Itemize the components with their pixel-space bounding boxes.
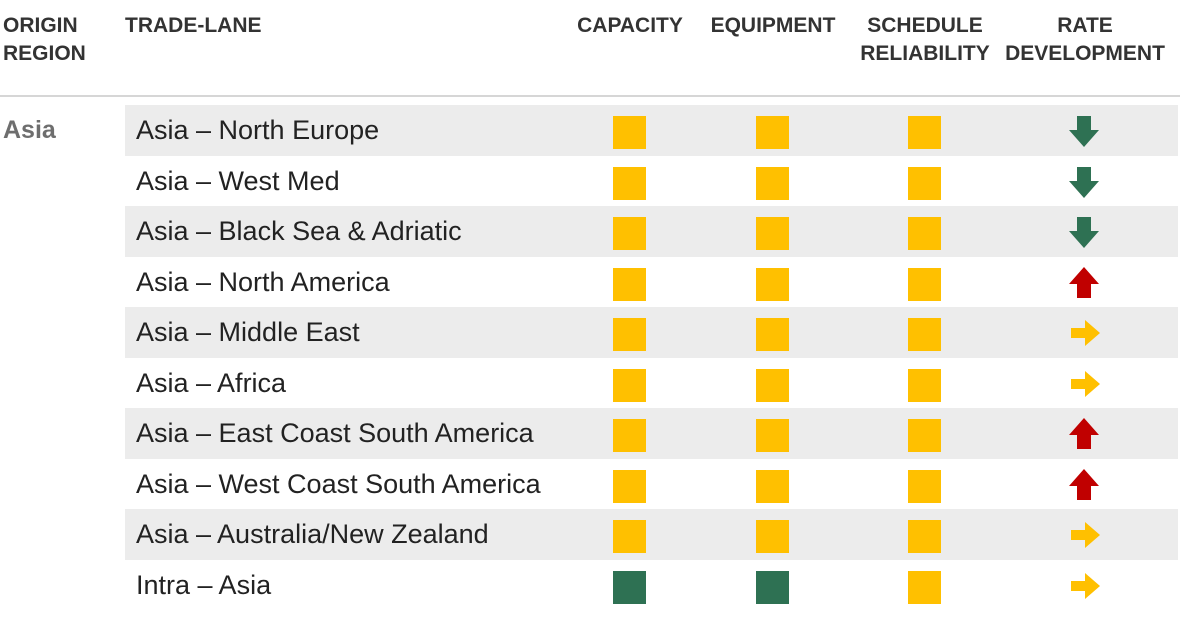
header-schedule-reliability: SCHEDULE RELIABILITY <box>840 12 1010 68</box>
arrow-down-icon <box>1069 116 1099 147</box>
region-label: Asia <box>3 116 56 144</box>
equipment-status-square <box>756 570 789 604</box>
schedule-reliability-status-square <box>908 570 941 604</box>
capacity-status-square <box>613 469 646 503</box>
capacity-status-square <box>613 267 646 301</box>
trade-lane-label: Asia – West Med <box>136 165 340 196</box>
table-row: Asia – Middle East <box>125 307 1178 358</box>
equipment-status-square <box>756 217 789 250</box>
trade-lane-label: Asia – Africa <box>136 367 287 398</box>
header-equipment: EQUIPMENT <box>710 14 836 37</box>
schedule-reliability-status-square <box>908 217 941 250</box>
equipment-status-square <box>756 116 789 149</box>
equipment-status-square <box>756 166 789 200</box>
arrow-right-icon <box>1071 320 1100 346</box>
arrow-down-icon <box>1069 166 1099 198</box>
equipment-status-square <box>756 267 789 301</box>
header-rate-development: RATE DEVELOPMENT <box>1000 12 1170 68</box>
header-schedule-line2: RELIABILITY <box>860 42 990 65</box>
table-row: Asia – North America <box>125 257 1178 308</box>
table-row: Asia – West Coast South America <box>125 459 1178 510</box>
arrow-up-icon <box>1069 266 1099 298</box>
capacity-status-square <box>613 318 646 351</box>
trade-lane-table: Asia – North Europe Asia – West Med Asia –… <box>125 105 1178 610</box>
capacity-status-square <box>613 368 646 402</box>
trade-lane-label: Asia – West Coast South America <box>136 468 541 499</box>
header-origin-line1: ORIGIN <box>3 14 78 37</box>
schedule-reliability-status-square <box>908 166 941 200</box>
arrow-down-icon <box>1069 217 1099 248</box>
table-row: Asia – Black Sea & Adriatic <box>125 206 1178 257</box>
table-row: Asia – Africa <box>125 358 1178 409</box>
arrow-up-icon <box>1069 418 1099 449</box>
schedule-reliability-status-square <box>908 469 941 503</box>
schedule-reliability-status-square <box>908 116 941 149</box>
arrow-right-icon <box>1071 572 1100 599</box>
header-rate-line1: RATE <box>1057 14 1113 37</box>
schedule-reliability-status-square <box>908 368 941 402</box>
equipment-status-square <box>756 318 789 351</box>
header-origin-line2: REGION <box>3 42 86 65</box>
table-row: Intra – Asia <box>125 560 1178 611</box>
equipment-status-square <box>756 368 789 402</box>
equipment-status-square <box>756 520 789 553</box>
trade-lane-label: Asia – Middle East <box>136 317 360 347</box>
header-origin-region: ORIGIN REGION <box>3 12 86 68</box>
header-rate-line2: DEVELOPMENT <box>1005 42 1165 65</box>
table-row: Asia – North Europe <box>125 105 1178 156</box>
equipment-status-square <box>756 469 789 503</box>
capacity-status-square <box>613 116 646 149</box>
trade-lane-label: Asia – North Europe <box>136 115 380 145</box>
trade-lane-label: Asia – Black Sea & Adriatic <box>136 216 462 246</box>
trade-lane-label: Asia – North America <box>136 266 390 297</box>
capacity-status-square <box>613 217 646 250</box>
header-schedule-line1: SCHEDULE <box>867 14 983 37</box>
table-row: Asia – West Med <box>125 156 1178 207</box>
capacity-status-square <box>613 520 646 553</box>
arrow-right-icon <box>1071 370 1100 397</box>
schedule-reliability-status-square <box>908 520 941 553</box>
capacity-status-square <box>613 166 646 200</box>
schedule-reliability-status-square <box>908 267 941 301</box>
trade-lane-label: Asia – East Coast South America <box>136 418 534 448</box>
header-capacity: CAPACITY <box>577 14 683 37</box>
arrow-right-icon <box>1071 522 1100 548</box>
table-row: Asia – Australia/New Zealand <box>125 509 1178 560</box>
header-trade-lane: TRADE-LANE <box>125 14 262 37</box>
table-row: Asia – East Coast South America <box>125 408 1178 459</box>
equipment-status-square <box>756 419 789 452</box>
schedule-reliability-status-square <box>908 419 941 452</box>
schedule-reliability-status-square <box>908 318 941 351</box>
arrow-up-icon <box>1069 468 1099 500</box>
trade-lane-label: Asia – Australia/New Zealand <box>136 519 489 549</box>
trade-lane-label: Intra – Asia <box>136 569 272 600</box>
header-divider <box>0 95 1180 97</box>
capacity-status-square <box>613 570 646 604</box>
capacity-status-square <box>613 419 646 452</box>
